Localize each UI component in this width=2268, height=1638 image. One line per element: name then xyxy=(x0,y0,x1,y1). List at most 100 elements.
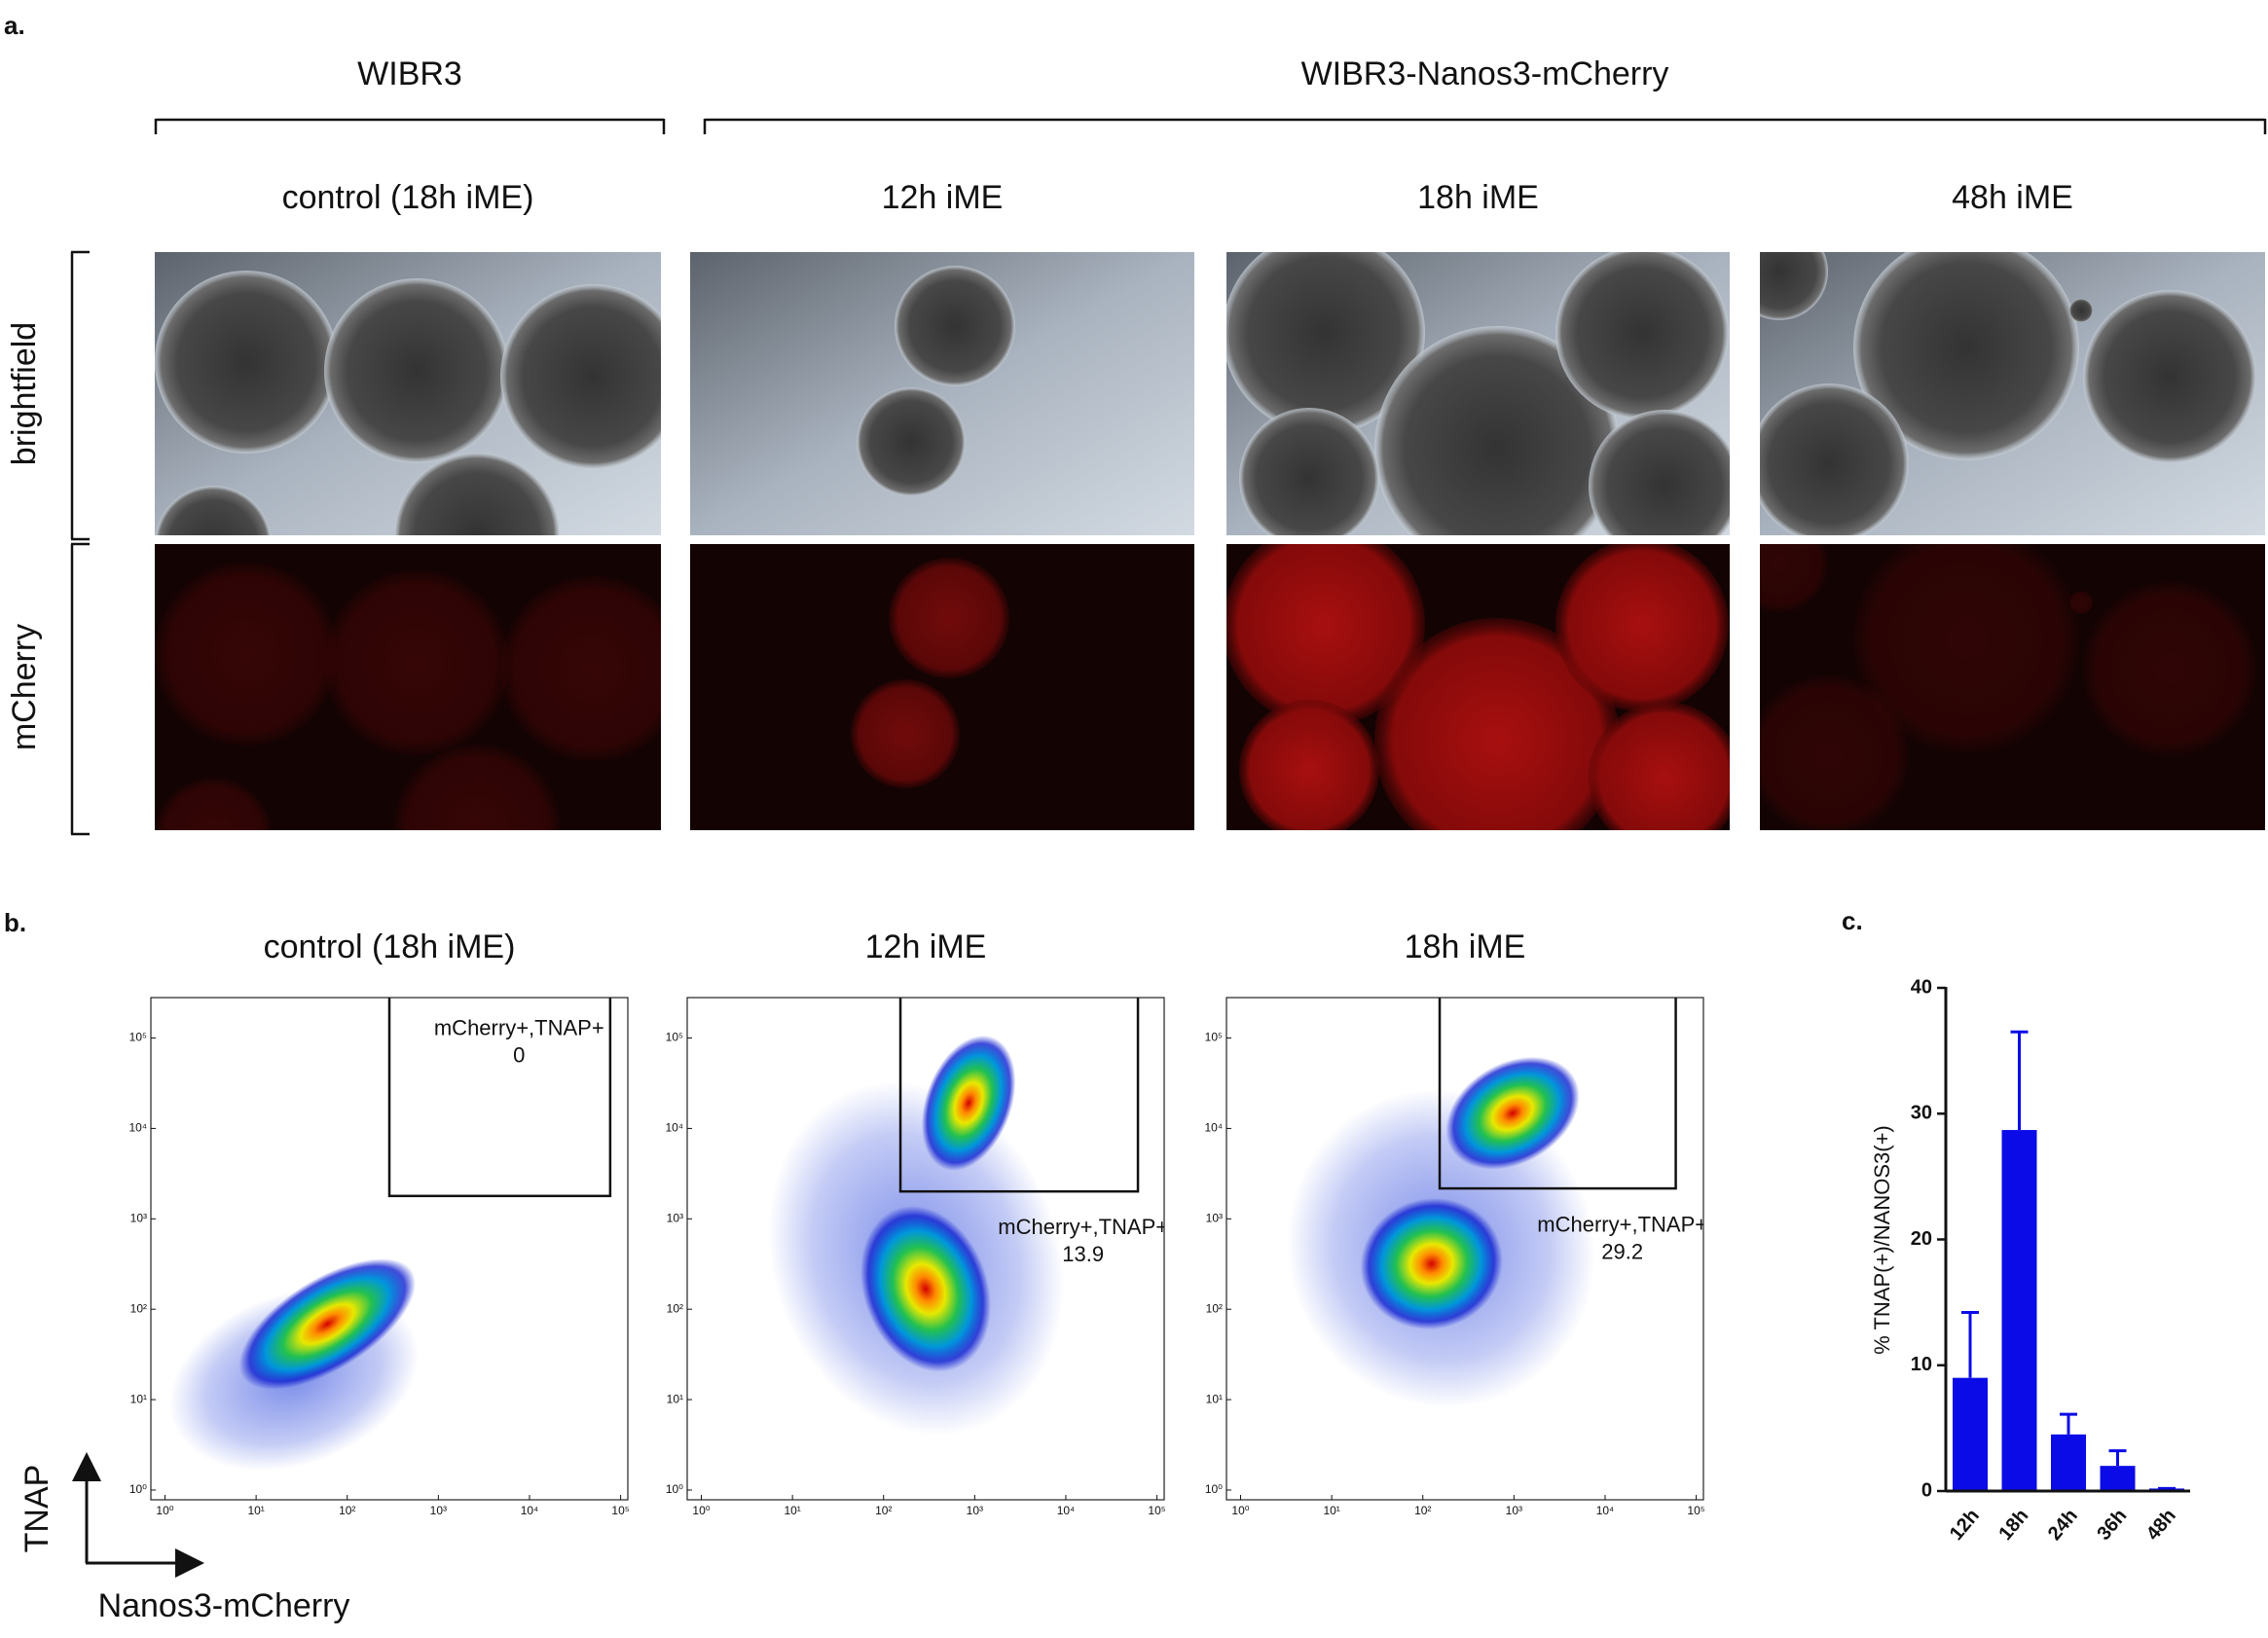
x-tick-label: 10² xyxy=(339,1504,355,1517)
gate-label: mCherry+,TNAP+ xyxy=(998,1215,1168,1239)
x-tick-label: 10² xyxy=(875,1504,892,1517)
y-tick-label: 10¹ xyxy=(1206,1392,1223,1405)
spheroid xyxy=(1226,544,1425,726)
brightfield-image xyxy=(155,252,661,535)
x-tick-label: 10⁵ xyxy=(1148,1504,1165,1517)
gate-label: mCherry+,TNAP+ xyxy=(434,1015,604,1039)
column-title: control (18h iME) xyxy=(282,179,534,216)
fluorescence-image xyxy=(155,544,661,830)
spheroid xyxy=(1853,544,2079,752)
column-title: 48h iME xyxy=(1952,179,2073,216)
y-tick-label: 10¹ xyxy=(667,1392,683,1405)
x-tick-label: 10² xyxy=(1414,1504,1431,1517)
x-tick-label: 18h xyxy=(1994,1505,2032,1545)
spheroid xyxy=(1374,618,1620,830)
x-tick-label: 48h xyxy=(2142,1505,2180,1545)
gate-value: 29.2 xyxy=(1601,1240,1643,1264)
x-axis-title: Nanos3-mCherry xyxy=(98,1587,350,1624)
y-tick-label: 10⁴ xyxy=(665,1121,683,1135)
panel-label: c. xyxy=(1842,906,1863,935)
y-tick-label: 0 xyxy=(1921,1479,1932,1501)
gate xyxy=(1438,998,1677,1190)
plot-frame xyxy=(1225,997,1704,1501)
density-cloud xyxy=(1360,1197,1503,1330)
x-tick-label: 10¹ xyxy=(784,1504,800,1517)
column-title: 18h iME xyxy=(1417,179,1539,216)
x-tick-label: 10¹ xyxy=(247,1504,264,1517)
plot-frame xyxy=(686,997,1165,1501)
y-tick-label: 30 xyxy=(1911,1103,1932,1124)
x-tick-label: 10³ xyxy=(1506,1504,1522,1517)
spheroid xyxy=(1853,252,2079,460)
spheroid xyxy=(1760,544,1828,612)
y-tick-label: 10⁵ xyxy=(1205,1031,1223,1044)
y-tick-label: 10² xyxy=(130,1301,147,1315)
y-tick-label: 10³ xyxy=(130,1211,147,1224)
density-cloud xyxy=(860,1206,991,1372)
y-tick-label: 10¹ xyxy=(130,1392,147,1405)
spheroid xyxy=(851,679,960,788)
y-tick-label: 10⁴ xyxy=(128,1121,147,1135)
bar xyxy=(2001,1130,2037,1491)
y-tick-label: 10 xyxy=(1911,1354,1932,1375)
spheroid xyxy=(500,284,661,469)
y-tick-label: 10⁰ xyxy=(666,1482,683,1496)
row-title: brightfield xyxy=(6,322,43,465)
spheroid xyxy=(857,387,966,496)
spheroid xyxy=(895,266,1015,386)
y-axis-title: % TNAP(+)/NANOS3(+) xyxy=(1870,1125,1894,1355)
bar xyxy=(2051,1434,2086,1491)
fluorescence-image xyxy=(690,544,1194,830)
spheroid xyxy=(1555,544,1729,711)
spheroid xyxy=(155,486,272,535)
gate xyxy=(387,998,612,1198)
spheroid xyxy=(155,778,272,830)
y-tick-label: 10² xyxy=(667,1301,683,1315)
y-tick-label: 10² xyxy=(1206,1301,1223,1315)
x-tick-label: 36h xyxy=(2093,1505,2131,1545)
spheroid xyxy=(1589,410,1730,535)
y-axis-title: TNAP xyxy=(18,1465,55,1553)
spheroid xyxy=(1226,252,1425,434)
gate xyxy=(898,998,1140,1193)
x-tick-label: 10¹ xyxy=(1323,1504,1339,1517)
gate-value: 13.9 xyxy=(1062,1242,1104,1266)
y-tick-label: 20 xyxy=(1911,1228,1932,1250)
spheroid xyxy=(500,576,661,761)
density-cloud xyxy=(921,1035,1016,1171)
density-cloud xyxy=(238,1258,416,1390)
bar xyxy=(2100,1466,2136,1491)
bar xyxy=(1953,1377,1988,1491)
spheroid xyxy=(2069,591,2093,614)
x-tick-label: 10³ xyxy=(430,1504,447,1517)
spheroid xyxy=(324,278,509,463)
fluorescence-image xyxy=(1760,544,2265,830)
x-tick-label: 10⁴ xyxy=(521,1504,539,1517)
fluorescence-image xyxy=(1226,544,1730,830)
column-title: 12h iME xyxy=(882,179,1004,216)
y-tick-label: 10⁴ xyxy=(1204,1121,1223,1135)
group-title: WIBR3-Nanos3-mCherry xyxy=(1301,55,1669,92)
y-tick-label: 10⁰ xyxy=(1205,1482,1223,1496)
x-tick-label: 10⁰ xyxy=(156,1504,173,1517)
group-title: WIBR3 xyxy=(357,55,462,92)
plot-frame xyxy=(150,997,629,1501)
spheroid xyxy=(1589,702,1730,830)
spheroid xyxy=(1760,383,1909,535)
plot-title: 12h iME xyxy=(865,928,987,965)
y-tick-label: 10³ xyxy=(667,1211,683,1224)
x-tick-label: 24h xyxy=(2044,1505,2082,1545)
spheroid xyxy=(1555,252,1729,419)
spheroid xyxy=(1239,700,1379,830)
spheroid xyxy=(2083,582,2256,755)
x-tick-label: 10⁰ xyxy=(692,1504,710,1517)
spheroid xyxy=(324,570,509,755)
spheroid xyxy=(1374,326,1620,535)
spheroid xyxy=(1239,408,1379,535)
x-tick-label: 10⁵ xyxy=(1687,1504,1704,1517)
spheroid xyxy=(155,271,338,454)
panel-label: b. xyxy=(4,908,26,937)
y-tick-label: 10⁰ xyxy=(129,1482,147,1496)
flow-plot: mCherry+,TNAP+ 29.2 xyxy=(1226,998,1703,1500)
